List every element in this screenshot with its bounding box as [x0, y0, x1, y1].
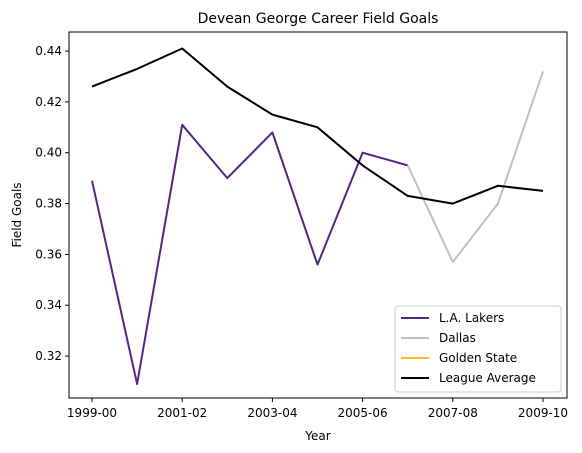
x-tick-label: 2009-10: [518, 406, 568, 420]
y-tick-label: 0.32: [35, 349, 62, 363]
y-tick-label: 0.44: [35, 44, 62, 58]
y-axis: 0.32 0.34 0.36 0.38 0.40 0.42 0.44: [35, 44, 69, 363]
series-lines: [91, 47, 544, 385]
series-line-dallas: [406, 71, 544, 263]
x-axis-label: Year: [304, 429, 330, 443]
y-tick-label: 0.40: [35, 146, 62, 160]
x-tick-label: 2003-04: [247, 406, 297, 420]
legend: L.A. Lakers Dallas Golden State League Aver…: [394, 305, 562, 393]
y-tick-label: 0.34: [35, 298, 62, 312]
legend-label-l-a-lakers: L.A. Lakers: [439, 311, 504, 325]
x-tick-label: 2001-02: [157, 406, 207, 420]
y-tick-label: 0.42: [35, 95, 62, 109]
legend-box: [394, 305, 562, 393]
y-tick-label: 0.38: [35, 197, 62, 211]
series-line-league-average: [91, 47, 544, 205]
series-line-l-a-lakers: [91, 123, 408, 385]
legend-label-league-average: League Average: [439, 371, 536, 385]
legend-label-dallas: Dallas: [439, 331, 476, 345]
x-tick-label: 2005-06: [338, 406, 388, 420]
x-tick-label: 2007-08: [428, 406, 478, 420]
x-tick-label: 1999-00: [67, 406, 117, 420]
plot-frame: [68, 31, 568, 399]
y-axis-label: Field Goals: [10, 182, 24, 247]
legend-label-golden-state: Golden State: [439, 351, 517, 365]
x-axis: 1999-00 2001-02 2003-04 2005-06 2007-08 2009-…: [67, 398, 568, 420]
y-tick-label: 0.36: [35, 247, 62, 261]
chart-title: Devean George Career Field Goals: [198, 11, 439, 27]
axes-spine: [68, 31, 568, 399]
